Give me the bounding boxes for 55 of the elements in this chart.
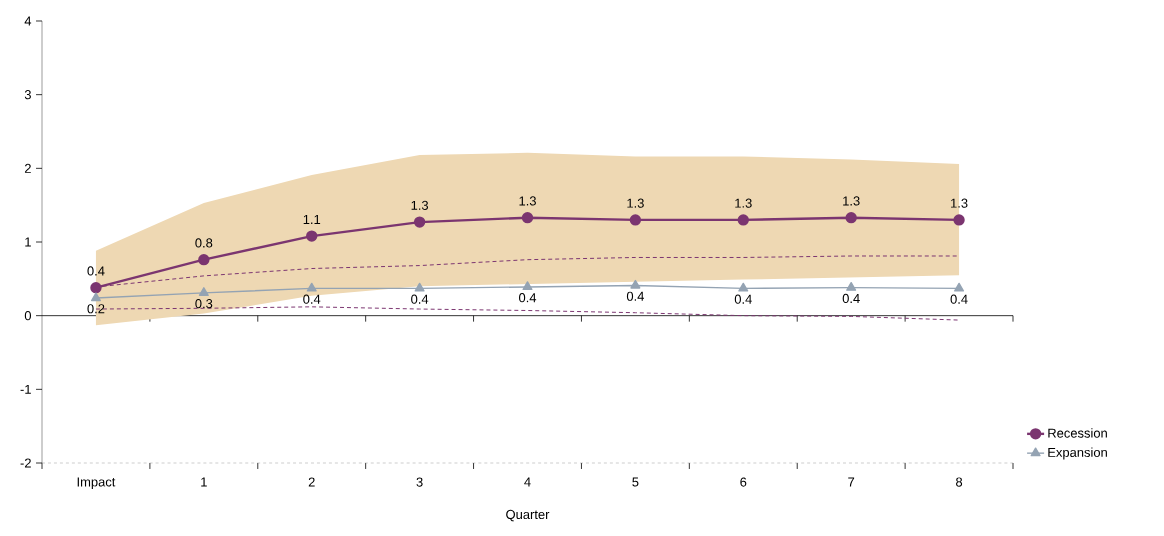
point (845, 212, 857, 224)
point (954, 282, 965, 292)
x-tick-label: 4 (524, 477, 531, 487)
data-label: 0.2 (87, 304, 105, 314)
data-label: 0.4 (842, 293, 860, 304)
x-axis-title: Quarter (506, 509, 550, 522)
y-tick-label: 2 (24, 163, 31, 173)
y-tick-label: 1 (25, 237, 31, 247)
data-label: 1.3 (951, 198, 968, 208)
data-label: 0.3 (195, 299, 213, 309)
point (414, 282, 425, 292)
data-label: 0.4 (519, 293, 537, 303)
point (630, 279, 641, 289)
point (198, 287, 209, 297)
data-label: 1.3 (627, 198, 644, 208)
point (629, 214, 642, 226)
legend-label: Expansion (1048, 447, 1107, 460)
point (413, 216, 426, 228)
data-label: 0.4 (626, 291, 645, 301)
x-tick-label: Impact (77, 477, 116, 490)
data-label: 1.3 (843, 196, 860, 206)
data-label: 0.4 (303, 294, 321, 304)
point (306, 282, 317, 292)
x-tick-label: 8 (956, 477, 963, 487)
point (90, 292, 101, 302)
data-label: 0.4 (87, 266, 105, 276)
data-label: 1.1 (303, 215, 321, 224)
y-tick-label: 0 (24, 311, 32, 321)
point (737, 214, 749, 226)
y-tick-label: 3 (24, 90, 31, 100)
point (846, 281, 857, 291)
x-tick-label: 5 (632, 477, 639, 487)
point (521, 212, 534, 224)
y-tick-label: 4 (24, 16, 32, 26)
data-label: 0.4 (411, 294, 429, 304)
x-tick-label: 6 (740, 477, 747, 487)
x-tick-label: 1 (201, 477, 207, 487)
data-label: 1.3 (735, 198, 752, 208)
point (90, 281, 102, 294)
data-label: 1.3 (411, 200, 429, 210)
legend-label: Recession (1048, 428, 1107, 438)
y-tick-label: -2 (20, 458, 31, 468)
data-label: 0.4 (734, 294, 752, 304)
x-tick-label: 2 (308, 477, 315, 487)
point (522, 281, 533, 291)
x-tick-label: 7 (848, 477, 855, 487)
point (738, 282, 749, 292)
data-label: 1.3 (519, 196, 536, 206)
x-tick-label: 3 (416, 477, 423, 487)
point (306, 230, 318, 242)
point (198, 254, 210, 266)
data-label: 0.4 (950, 294, 968, 304)
y-tick-label: -1 (20, 384, 31, 394)
point (953, 214, 965, 226)
data-label: 0.8 (195, 238, 213, 248)
